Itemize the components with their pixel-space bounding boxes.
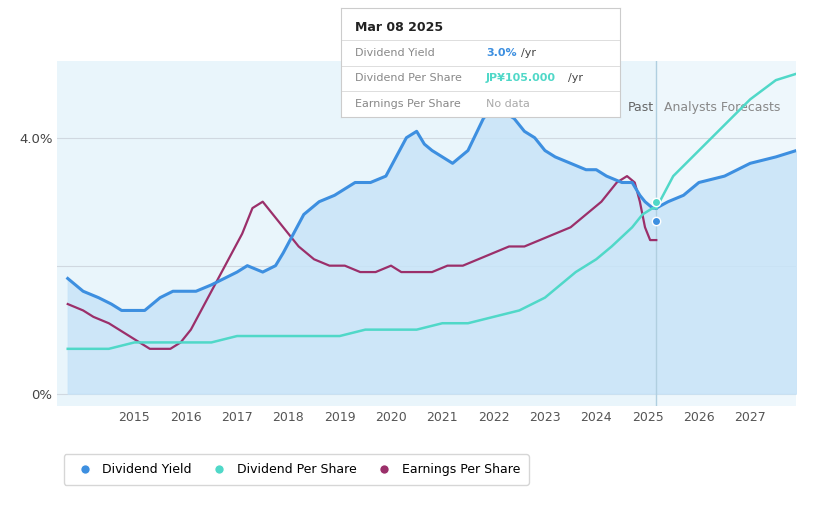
Text: Mar 08 2025: Mar 08 2025 [355,21,443,34]
Text: /yr: /yr [568,73,583,83]
Bar [656,61,796,406]
Text: Dividend Per Share: Dividend Per Share [355,73,461,83]
Text: Past: Past [627,101,654,114]
Bar [57,61,656,406]
Text: Earnings Per Share: Earnings Per Share [355,99,461,109]
Text: JP¥105.000: JP¥105.000 [486,73,556,83]
Text: 3.0%: 3.0% [486,48,516,58]
Text: Analysts Forecasts: Analysts Forecasts [664,101,780,114]
Text: /yr: /yr [521,48,536,58]
Text: No data: No data [486,99,530,109]
Text: Dividend Yield: Dividend Yield [355,48,434,58]
Legend: Dividend Yield, Dividend Per Share, Earnings Per Share: Dividend Yield, Dividend Per Share, Earn… [64,454,529,485]
